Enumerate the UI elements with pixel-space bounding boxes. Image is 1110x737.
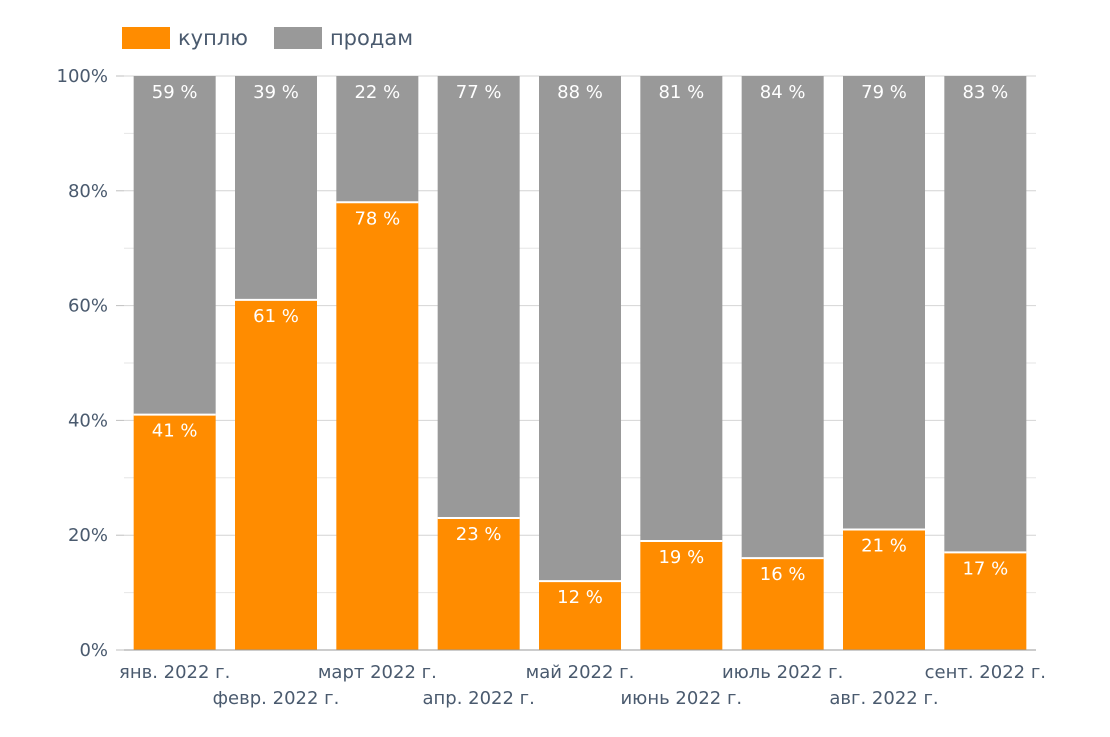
legend-swatch-kuplyu (122, 27, 170, 49)
bar-kuplyu (133, 414, 216, 650)
data-label: 23 % (456, 524, 502, 545)
y-tick-label: 40% (68, 410, 108, 431)
data-label: 22 % (354, 82, 400, 103)
chart-legend: куплю продам (122, 26, 439, 50)
x-tick-label: март 2022 г. (318, 662, 437, 683)
bar-prodam (235, 76, 317, 300)
bar-prodam (741, 76, 824, 559)
data-label: 41 % (152, 421, 198, 442)
data-label: 61 % (253, 306, 299, 327)
data-label: 17 % (962, 558, 1008, 579)
data-label: 77 % (456, 82, 502, 103)
data-label: 21 % (861, 535, 907, 556)
legend-label-kuplyu: куплю (178, 26, 248, 50)
y-tick-label: 100% (57, 66, 108, 87)
bar-kuplyu (741, 558, 824, 650)
x-tick-label: июль 2022 г. (722, 662, 843, 683)
data-label: 19 % (658, 547, 704, 568)
y-tick-label: 80% (68, 181, 108, 202)
bar-prodam (944, 76, 1027, 553)
data-label: 84 % (760, 82, 806, 103)
data-label: 12 % (557, 587, 603, 608)
bar-prodam (133, 76, 216, 415)
bar-kuplyu (843, 529, 925, 650)
bar-prodam (539, 76, 621, 582)
y-tick-label: 0% (79, 640, 108, 661)
bar-kuplyu (539, 581, 621, 650)
data-label: 16 % (760, 564, 806, 585)
data-label: 88 % (557, 82, 603, 103)
x-tick-label: февр. 2022 г. (213, 688, 340, 709)
data-label: 81 % (658, 82, 704, 103)
bar-kuplyu (437, 517, 520, 650)
x-tick-label: июнь 2022 г. (620, 688, 742, 709)
bar-prodam (437, 76, 520, 518)
y-tick-label: 60% (68, 296, 108, 317)
bar-prodam (336, 76, 419, 203)
x-tick-label: апр. 2022 г. (422, 688, 534, 709)
bar-kuplyu (235, 299, 317, 650)
bar-kuplyu (640, 540, 723, 650)
bar-kuplyu (944, 552, 1027, 650)
bar-prodam (640, 76, 723, 541)
x-tick-label: сент. 2022 г. (925, 662, 1046, 683)
legend-item-prodam: продам (273, 26, 414, 50)
data-label: 78 % (354, 208, 400, 229)
bar-prodam (843, 76, 925, 530)
bar-kuplyu (336, 202, 419, 650)
legend-item-kuplyu: куплю (122, 26, 248, 50)
data-label: 79 % (861, 82, 907, 103)
x-tick-label: май 2022 г. (526, 662, 635, 683)
x-tick-label: авг. 2022 г. (829, 688, 938, 709)
legend-swatch-prodam (273, 27, 322, 49)
legend-label-prodam: продам (329, 26, 414, 50)
data-label: 59 % (152, 82, 198, 103)
x-tick-label: янв. 2022 г. (119, 662, 230, 683)
y-tick-label: 20% (68, 525, 108, 546)
data-label: 39 % (253, 82, 299, 103)
data-label: 83 % (962, 82, 1008, 103)
